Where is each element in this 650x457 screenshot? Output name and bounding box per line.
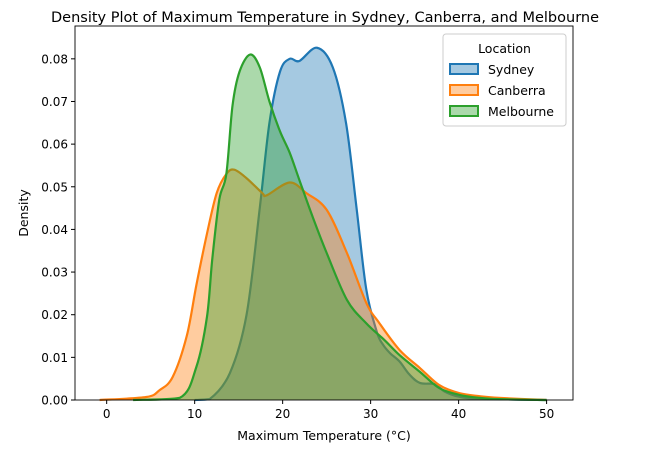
y-tick-label: 0.08 xyxy=(41,52,68,66)
legend-label-sydney: Sydney xyxy=(488,62,535,77)
x-tick-label: 40 xyxy=(451,407,466,421)
y-tick-label: 0.06 xyxy=(41,138,68,152)
x-tick-label: 0 xyxy=(103,407,111,421)
y-axis-label: Density xyxy=(16,189,31,237)
legend-swatch-melbourne xyxy=(449,105,479,117)
x-tick-label: 20 xyxy=(275,407,290,421)
melbourne-density-line xyxy=(133,53,547,402)
legend: Location Sydney Canberra Melbourne xyxy=(442,33,567,127)
x-axis: 0 10 20 30 40 50 xyxy=(103,400,554,421)
canberra-density-line xyxy=(99,168,547,402)
x-axis-label: Maximum Temperature (°C) xyxy=(237,428,410,443)
y-tick-label: 0.03 xyxy=(41,266,68,280)
legend-box xyxy=(442,33,567,127)
y-tick-label: 0.07 xyxy=(41,95,68,109)
axes-frame xyxy=(74,25,574,401)
y-tick-label: 0.02 xyxy=(41,308,68,322)
x-tick-label: 30 xyxy=(363,407,378,421)
y-tick-label: 0.00 xyxy=(41,394,68,408)
chart-title: Density Plot of Maximum Temperature in S… xyxy=(51,10,599,26)
legend-swatch-sydney xyxy=(449,63,479,75)
y-axis: 0.00 0.01 0.02 0.03 0.04 0.05 0.06 0.07 0.08 xyxy=(41,52,75,408)
x-tick-label: 50 xyxy=(539,407,554,421)
canberra-density-fill xyxy=(99,169,547,400)
legend-title: Location xyxy=(478,41,531,56)
legend-swatch-canberra xyxy=(449,84,479,96)
melbourne-density-fill xyxy=(133,54,547,401)
x-tick-label: 10 xyxy=(187,407,202,421)
y-tick-label: 0.05 xyxy=(41,180,68,194)
y-tick-label: 0.04 xyxy=(41,223,68,237)
y-tick-label: 0.01 xyxy=(41,351,68,365)
legend-label-canberra: Canberra xyxy=(488,83,546,98)
legend-label-melbourne: Melbourne xyxy=(488,104,554,119)
plot-area xyxy=(99,46,547,402)
